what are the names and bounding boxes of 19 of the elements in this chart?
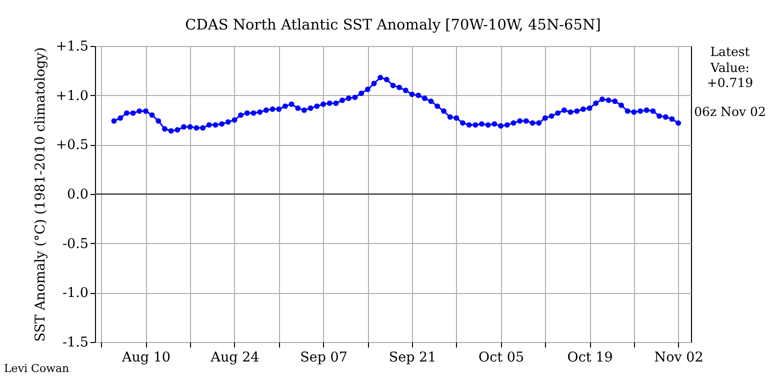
x-tick-label: Nov 02 <box>654 350 704 366</box>
y-tick-label: +0.5 <box>56 137 88 154</box>
text: Levi Cowan <box>4 362 70 376</box>
x-tick-label: Sep 21 <box>388 350 436 366</box>
y-tick-label: 0.0 <box>67 186 88 202</box>
x-tick-label: Oct 19 <box>567 350 613 366</box>
y-tick-label: -0.5 <box>62 236 88 252</box>
x-tick-label: Aug 24 <box>210 350 260 366</box>
y-tick-label: +1.0 <box>56 88 88 104</box>
y-axis-title: SST Anomaly (°C) (1981-2010 climatology) <box>32 47 49 342</box>
y-tick-label: -1.5 <box>62 334 88 350</box>
text: 06z Nov 02 <box>693 104 767 120</box>
x-tick-label: Sep 07 <box>300 350 348 366</box>
y-tick-label: +1.5 <box>56 38 88 54</box>
text: Latest Value: +0.719 <box>706 44 754 91</box>
y-tick-label: -1.0 <box>62 285 88 302</box>
x-tick-label: Aug 10 <box>120 350 171 366</box>
chart-title: CDAS North Atlantic SST Anomaly [70W-10W, 45N-65N] <box>185 18 601 34</box>
x-tick-label: Oct 05 <box>478 350 524 366</box>
